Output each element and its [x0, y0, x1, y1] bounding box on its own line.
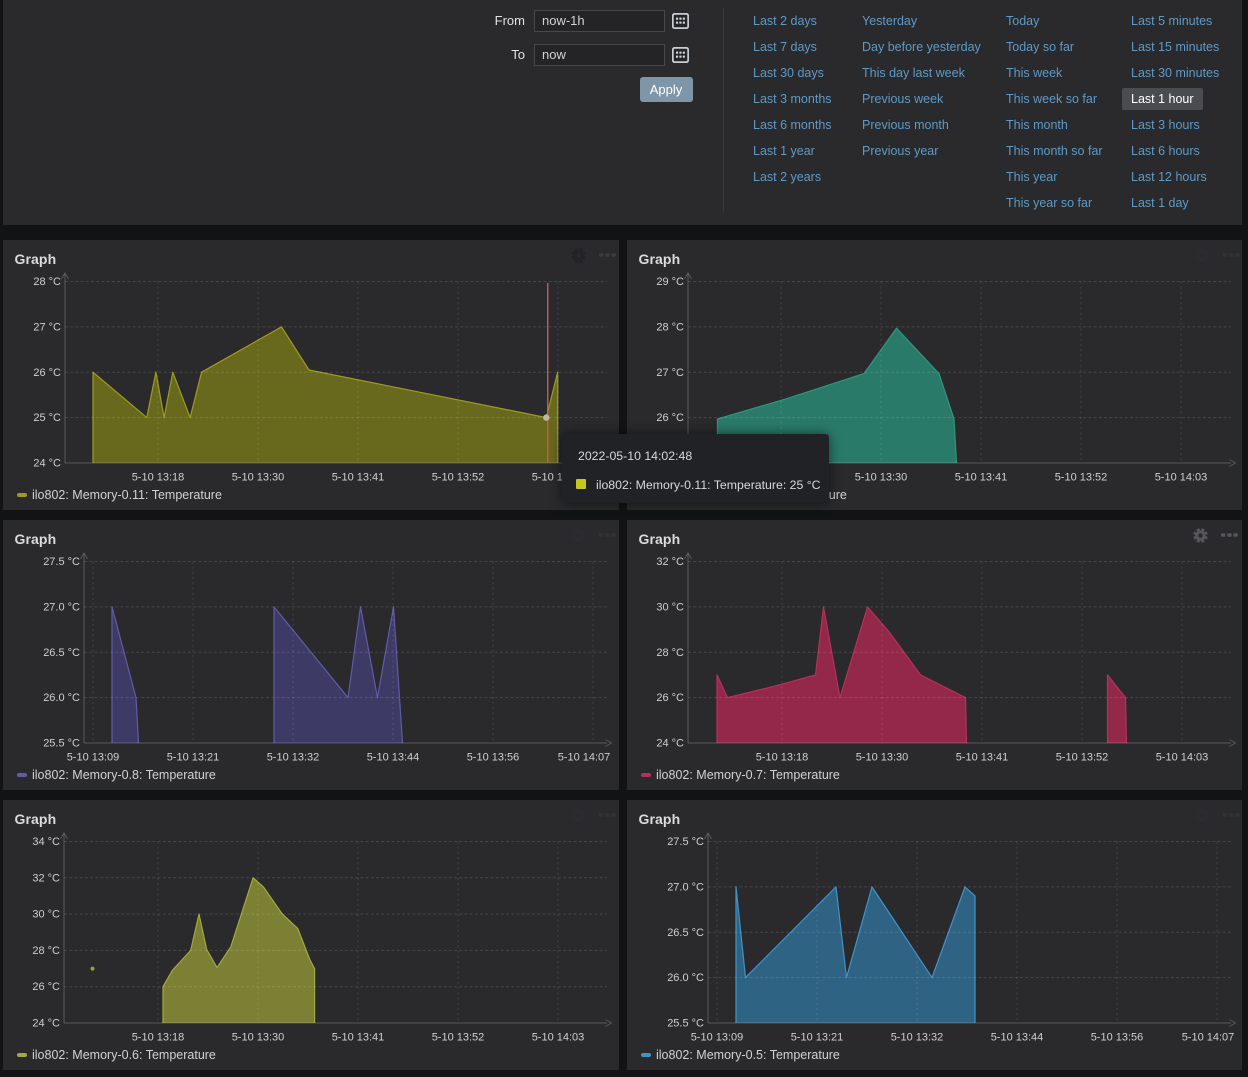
svg-text:5-10 13:44: 5-10 13:44: [991, 1032, 1044, 1044]
svg-text:5-10 13:30: 5-10 13:30: [855, 472, 908, 484]
svg-text:5-10 13:32: 5-10 13:32: [267, 752, 320, 764]
svg-text:5-10 13:41: 5-10 13:41: [955, 472, 1008, 484]
svg-text:24 °C: 24 °C: [33, 458, 61, 470]
svg-text:5-10 14:03: 5-10 14:03: [1156, 752, 1209, 764]
svg-text:5-10 13:09: 5-10 13:09: [691, 1032, 744, 1044]
svg-text:27 °C: 27 °C: [656, 367, 684, 379]
svg-text:5-10 13:32: 5-10 13:32: [891, 1032, 944, 1044]
svg-text:5-10 13:30: 5-10 13:30: [232, 472, 285, 484]
svg-text:5-10 13:44: 5-10 13:44: [367, 752, 420, 764]
svg-text:5-10 13:52: 5-10 13:52: [1055, 472, 1108, 484]
svg-text:5-10 13:52: 5-10 13:52: [432, 1032, 485, 1044]
svg-text:28 °C: 28 °C: [656, 321, 684, 333]
svg-text:26.5 °C: 26.5 °C: [43, 647, 80, 659]
svg-text:5-10 14:03: 5-10 14:03: [1155, 472, 1208, 484]
svg-text:5-10 13:56: 5-10 13:56: [467, 752, 520, 764]
svg-text:5-10 13:18: 5-10 13:18: [132, 472, 185, 484]
svg-text:28 °C: 28 °C: [656, 647, 684, 659]
svg-text:5-10 13:52: 5-10 13:52: [1056, 752, 1109, 764]
svg-text:30 °C: 30 °C: [32, 909, 60, 921]
svg-text:5-10 13:52: 5-10 13:52: [432, 472, 485, 484]
svg-text:5-10 13:56: 5-10 13:56: [1091, 1032, 1144, 1044]
svg-text:27.0 °C: 27.0 °C: [43, 601, 80, 613]
svg-text:24 °C: 24 °C: [32, 1018, 60, 1030]
svg-text:25.5 °C: 25.5 °C: [667, 1018, 704, 1030]
svg-text:26 °C: 26 °C: [33, 367, 61, 379]
svg-text:26.5 °C: 26.5 °C: [667, 927, 704, 939]
svg-text:26.0 °C: 26.0 °C: [43, 692, 80, 704]
svg-text:27.0 °C: 27.0 °C: [667, 881, 704, 893]
svg-text:5-10 13:18: 5-10 13:18: [132, 1032, 185, 1044]
svg-text:29 °C: 29 °C: [656, 276, 684, 288]
svg-text:26 °C: 26 °C: [32, 981, 60, 993]
svg-text:27.5 °C: 27.5 °C: [667, 836, 704, 848]
svg-text:27 °C: 27 °C: [33, 321, 61, 333]
svg-text:24 °C: 24 °C: [656, 738, 684, 750]
svg-text:5-10 13:21: 5-10 13:21: [791, 1032, 844, 1044]
svg-text:5-10 13:30: 5-10 13:30: [232, 1032, 285, 1044]
svg-text:30 °C: 30 °C: [656, 601, 684, 613]
svg-text:5-10 13:09: 5-10 13:09: [67, 752, 120, 764]
svg-text:5-10 13:41: 5-10 13:41: [956, 752, 1009, 764]
svg-text:28 °C: 28 °C: [32, 945, 60, 957]
svg-text:32 °C: 32 °C: [656, 556, 684, 568]
svg-text:5-10 14:07: 5-10 14:07: [558, 752, 611, 764]
svg-text:25.5 °C: 25.5 °C: [43, 738, 80, 750]
svg-text:25 °C: 25 °C: [33, 412, 61, 424]
svg-text:5-10 13:41: 5-10 13:41: [332, 1032, 385, 1044]
svg-text:28 °C: 28 °C: [33, 276, 61, 288]
svg-text:26 °C: 26 °C: [656, 412, 684, 424]
svg-text:5-10 13:18: 5-10 13:18: [756, 752, 809, 764]
svg-text:5-10 14:03: 5-10 14:03: [532, 1032, 585, 1044]
svg-text:26 °C: 26 °C: [656, 692, 684, 704]
svg-text:5-10 13:41: 5-10 13:41: [332, 472, 385, 484]
svg-text:5-10 13:30: 5-10 13:30: [856, 752, 909, 764]
svg-text:32 °C: 32 °C: [32, 872, 60, 884]
svg-text:5-10 13:21: 5-10 13:21: [167, 752, 220, 764]
svg-text:34 °C: 34 °C: [32, 836, 60, 848]
svg-text:5-10 14:07: 5-10 14:07: [1182, 1032, 1235, 1044]
svg-text:27.5 °C: 27.5 °C: [43, 556, 80, 568]
svg-text:26.0 °C: 26.0 °C: [667, 972, 704, 984]
